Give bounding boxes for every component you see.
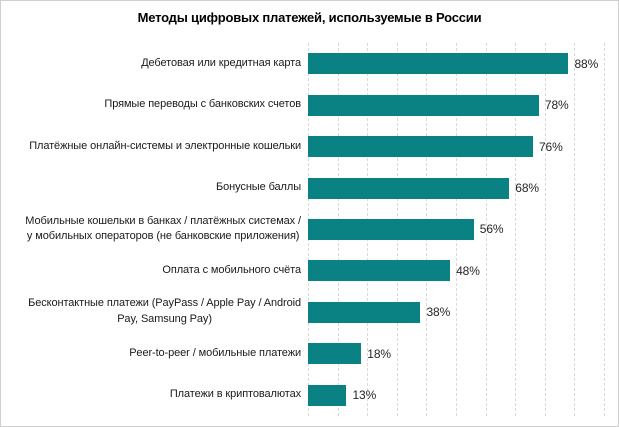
x-gridline xyxy=(544,43,546,416)
bar-row: Мобильные кошельки в банках / платёжных … xyxy=(1,209,618,250)
bar-row: Платёжные онлайн-системы и электронные к… xyxy=(1,126,618,167)
value-label: 56% xyxy=(479,222,504,237)
category-label-text: Peer-to-peer / мобильные платежи xyxy=(129,346,301,359)
x-gridline xyxy=(485,43,487,416)
bar-track: 76% xyxy=(308,136,604,158)
value-label: 78% xyxy=(544,98,569,113)
chart-title: Методы цифровых платежей, используемые в… xyxy=(137,10,482,25)
value-label: 18% xyxy=(367,346,391,361)
bar-row: Дебетовая или кредитная карта 88% xyxy=(1,43,618,84)
category-label-text: Платежи в криптовалютах xyxy=(169,388,301,401)
x-gridline xyxy=(574,43,576,416)
value-label: 38% xyxy=(426,305,451,320)
category-label: Платежи в криптовалютах xyxy=(1,387,308,403)
bar-row: Прямые переводы с банковских счетов 78% xyxy=(1,84,618,125)
bar-track: 88% xyxy=(308,53,604,75)
bar-track: 68% xyxy=(308,177,604,199)
bar-row: Peer-to-peer / мобильные платежи 18% xyxy=(1,333,618,374)
bar-row: Бесконтактные платежи (PayPass / Apple P… xyxy=(1,292,618,333)
bar-track: 56% xyxy=(308,218,604,240)
bar xyxy=(308,136,533,158)
bar-row: Оплата с мобильного счёта 48% xyxy=(1,250,618,291)
x-gridline xyxy=(604,43,605,416)
bar-track: 13% xyxy=(308,384,604,406)
bar-track: 48% xyxy=(308,260,604,282)
value-label: 48% xyxy=(456,263,480,278)
category-label-text: Дебетовая или кредитная карта xyxy=(141,56,301,69)
bar xyxy=(308,53,569,75)
category-label-text: Бесконтактные платежи (PayPass / Apple P… xyxy=(28,297,301,326)
bar xyxy=(308,177,510,199)
bar-rows: Дебетовая или кредитная карта 88% Прямые п… xyxy=(1,43,618,416)
bar-row: Бонусные баллы 68% xyxy=(1,167,618,208)
category-label-text: Оплата с мобильного счёта xyxy=(162,263,301,276)
bar xyxy=(308,260,451,282)
value-label: 88% xyxy=(574,56,599,71)
category-label-text: Платёжные онлайн-системы и электронные к… xyxy=(29,139,301,152)
bar-track: 38% xyxy=(308,301,604,323)
category-label: Peer-to-peer / мобильные платежи xyxy=(1,346,308,362)
category-label: Бесконтактные платежи (PayPass / Apple P… xyxy=(1,296,308,328)
bar xyxy=(308,218,474,240)
value-label: 68% xyxy=(515,181,539,196)
category-label-text: Мобильные кошельки в банках / платёжных … xyxy=(25,214,301,243)
category-label: Мобильные кошельки в банках / платёжных … xyxy=(1,214,308,246)
plot-area: Дебетовая или кредитная карта 88% Прямые п… xyxy=(1,43,618,416)
bar xyxy=(308,384,347,406)
bar-track: 78% xyxy=(308,94,604,116)
category-label: Платёжные онлайн-системы и электронные к… xyxy=(1,139,308,155)
bar-track: 18% xyxy=(308,343,604,365)
x-gridline xyxy=(515,43,517,416)
bar xyxy=(308,343,362,365)
category-label-text: Прямые переводы с банковских счетов xyxy=(104,98,301,111)
category-label: Бонусные баллы xyxy=(1,180,308,196)
bar xyxy=(308,94,539,116)
bar xyxy=(308,301,421,323)
bar-row: Платежи в криптовалютах 13% xyxy=(1,375,618,416)
value-label: 13% xyxy=(352,388,377,403)
category-label: Прямые переводы с банковских счетов xyxy=(1,97,308,113)
value-label: 76% xyxy=(538,139,563,154)
category-label: Оплата с мобильного счёта xyxy=(1,263,308,279)
category-label-text: Бонусные баллы xyxy=(216,181,301,194)
category-label: Дебетовая или кредитная карта xyxy=(1,56,308,72)
